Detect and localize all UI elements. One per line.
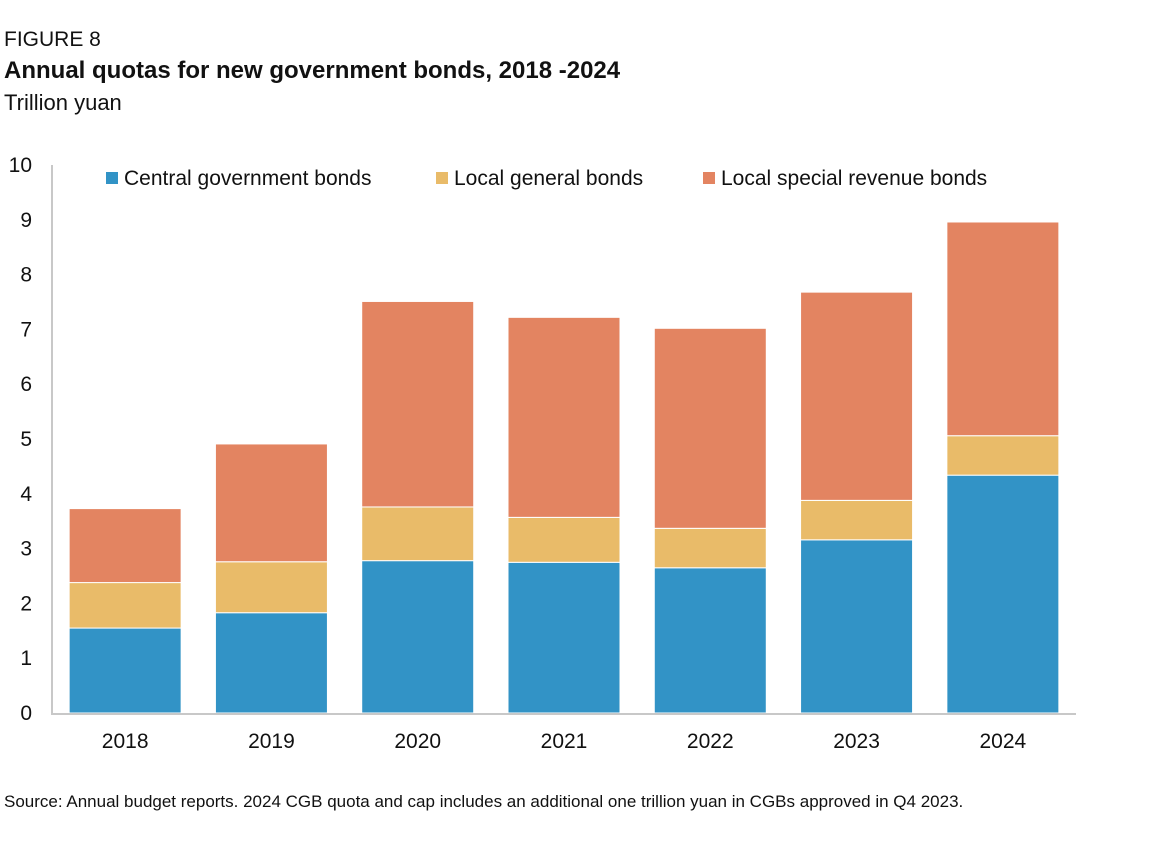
bar-segment-2019-series-2 xyxy=(214,443,328,563)
bar-segment-2021-series-0 xyxy=(507,561,621,714)
figure-label: FIGURE 8 xyxy=(4,28,101,51)
y-tick-label: 0 xyxy=(20,702,32,725)
legend-label: Central government bonds xyxy=(124,167,371,190)
y-tick-label: 7 xyxy=(20,318,32,341)
bar-segment-2024-series-1 xyxy=(946,435,1060,476)
bar-segment-2020-series-2 xyxy=(361,300,475,508)
legend-swatch xyxy=(436,172,448,184)
legend-label: Local special revenue bonds xyxy=(721,167,987,190)
bar-segment-2020-series-1 xyxy=(361,506,475,562)
bar-segment-2018-series-2 xyxy=(68,508,182,584)
x-tick-label: 2019 xyxy=(248,730,295,753)
y-tick-label: 8 xyxy=(20,264,32,287)
legend-swatch xyxy=(106,172,118,184)
x-tick-label: 2021 xyxy=(541,730,588,753)
legend-label: Local general bonds xyxy=(454,167,643,190)
x-tick-label: 2022 xyxy=(687,730,734,753)
y-tick-label: 9 xyxy=(20,209,32,232)
bar-segment-2022-series-1 xyxy=(653,527,767,569)
stacked-bar-chart: 0 1 2 3 4 5 6 7 8 9 10 2018 2019 2020 2021 2022 2023 202… xyxy=(9,154,1076,753)
chart-title: Annual quotas for new government bonds, … xyxy=(4,57,621,84)
y-tick-label: 10 xyxy=(9,154,32,177)
bar-segment-2024-series-0 xyxy=(946,474,1060,714)
y-tick-label: 4 xyxy=(20,483,32,506)
y-tick-label: 1 xyxy=(20,647,32,670)
y-axis: 0 1 2 3 4 5 6 7 8 9 10 xyxy=(9,154,53,725)
bar-segment-2024-series-2 xyxy=(946,221,1060,437)
bar-segment-2022-series-0 xyxy=(653,567,767,714)
x-tick-label: 2023 xyxy=(833,730,880,753)
y-tick-label: 6 xyxy=(20,373,32,396)
bar-segment-2019-series-0 xyxy=(214,612,328,714)
legend-swatch xyxy=(703,172,715,184)
bar-segment-2018-series-0 xyxy=(68,627,182,714)
y-tick-label: 2 xyxy=(20,592,32,615)
chart-unit-subtitle: Trillion yuan xyxy=(4,90,122,115)
x-tick-label: 2020 xyxy=(394,730,441,753)
bar-segment-2023-series-1 xyxy=(800,499,914,541)
bar-segment-2021-series-2 xyxy=(507,316,621,518)
bar-segment-2018-series-1 xyxy=(68,582,182,629)
bar-segment-2022-series-2 xyxy=(653,327,767,529)
bar-segment-2023-series-0 xyxy=(800,539,914,714)
x-tick-label: 2024 xyxy=(979,730,1026,753)
bar-segment-2020-series-0 xyxy=(361,560,475,714)
y-tick-label: 3 xyxy=(20,538,32,561)
bar-segment-2021-series-1 xyxy=(507,516,621,563)
source-note: Source: Annual budget reports. 2024 CGB … xyxy=(4,792,964,811)
bar-segment-2023-series-2 xyxy=(800,291,914,501)
bars xyxy=(68,221,1060,714)
bar-segment-2019-series-1 xyxy=(214,561,328,614)
y-tick-label: 5 xyxy=(20,428,32,451)
legend: Central government bonds Local general bo… xyxy=(106,167,987,190)
x-tick-label: 2018 xyxy=(102,730,149,753)
x-axis: 2018 2019 2020 2021 2022 2023 2024 xyxy=(51,713,1076,753)
